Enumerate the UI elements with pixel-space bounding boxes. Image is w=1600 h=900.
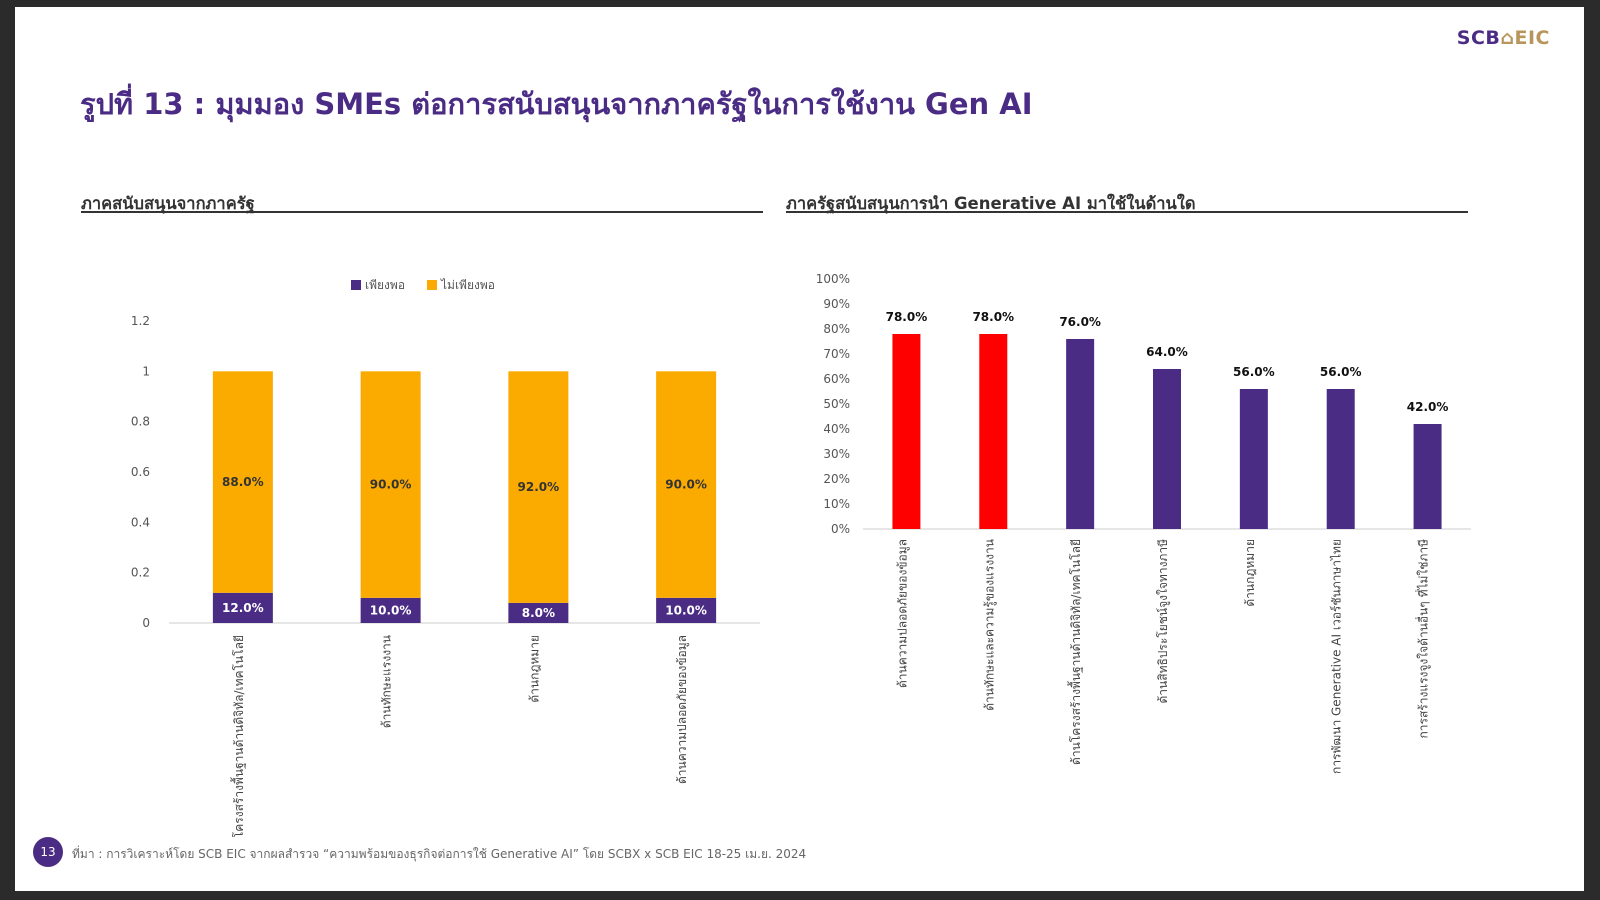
y-tick-label: 90% (823, 297, 850, 311)
y-tick-label: 0.2 (131, 566, 150, 580)
x-category-label: ด้านสิทธิประโยชน์จูงใจทางภาษี (1156, 539, 1171, 704)
bar (1413, 424, 1442, 529)
data-label: 12.0% (222, 601, 264, 615)
left-panel-title: ภาคสนับสนุนจากภาครัฐ (81, 194, 255, 213)
source-note: ที่มา : การวิเคราะห์โดย SCB EIC จากผลสำร… (72, 847, 807, 861)
y-tick-label: 0% (831, 522, 850, 536)
legend-swatch (427, 280, 437, 290)
x-category-label: การพัฒนา Generative AI เวอร์ชันภาษาไทย (1330, 539, 1344, 774)
y-tick-label: 0.8 (131, 415, 150, 429)
data-label: 78.0% (886, 310, 928, 324)
bar (892, 334, 921, 529)
bar-segment (212, 371, 273, 593)
legend-label: ไม่เพียงพอ (440, 278, 495, 292)
y-tick-label: 30% (823, 447, 850, 461)
data-label: 76.0% (1059, 315, 1101, 329)
x-category-label: การสร้างแรงจูงใจด้านอื่นๆ ที่ไม่ใช่ภาษี (1415, 539, 1432, 739)
bar (1326, 389, 1355, 529)
y-tick-label: 40% (823, 422, 850, 436)
data-label: 88.0% (222, 475, 264, 489)
x-category-label: ด้านโครงสร้างพื้นฐานด้านดิจิทัล/เทคโนโลย… (230, 635, 246, 837)
data-label: 64.0% (1146, 345, 1188, 359)
right-panel-divider (786, 211, 1468, 213)
logo-scb-text: SCB (1456, 27, 1501, 49)
bar (979, 334, 1008, 529)
data-label: 8.0% (522, 606, 555, 620)
y-tick-label: 1 (142, 364, 150, 378)
x-category-label: ด้านกฎหมาย (527, 635, 541, 703)
slide: SCB⌂EIC รูปที่ 13 : มุมมอง SMEs ต่อการสน… (15, 7, 1584, 891)
bar (1066, 339, 1095, 529)
logo-eic-text: EIC (1514, 27, 1550, 49)
data-label: 42.0% (1407, 400, 1449, 414)
bar-chart: 0% 10% 20% 30% 40% 50% 60% 70% 80% 90% 100% 78.0% ด้… (816, 272, 1471, 774)
x-category-label: ด้านความปลอดภัยของข้อมูล (675, 635, 690, 784)
legend-swatch (351, 280, 361, 290)
bar-segment (360, 371, 421, 598)
bar (1153, 369, 1181, 529)
y-tick-label: 0.4 (131, 515, 150, 529)
x-category-label: ด้านทักษะและความรู้ของแรงงาน (982, 539, 997, 711)
bar-segment (508, 602, 569, 623)
page-number-badge: 13 (33, 837, 63, 867)
left-panel-divider (81, 211, 763, 213)
bar-segment (212, 592, 273, 623)
data-label: 90.0% (665, 478, 707, 492)
y-tick-label: 80% (823, 322, 850, 336)
scb-eic-logo: SCB⌂EIC (1457, 27, 1550, 49)
x-category-label: ด้านโครงสร้างพื้นฐานด้านดิจิทัล/เทคโนโลย… (1067, 539, 1083, 765)
data-label: 92.0% (518, 480, 560, 494)
y-tick-label: 1.2 (131, 314, 150, 328)
y-tick-label: 60% (823, 372, 850, 386)
y-tick-label: 20% (823, 472, 850, 486)
y-tick-label: 100% (816, 272, 850, 286)
bar-segment (656, 371, 717, 598)
stacked-bar-chart: เพียงพอ ไม่เพียงพอ 0 0.2 0.4 0.6 0.8 1 1.2 12.0% 8… (131, 278, 760, 837)
right-panel-title: ภาครัฐสนับสนุนการนำ Generative AI มาใช้ใ… (786, 194, 1196, 213)
y-tick-label: 50% (823, 397, 850, 411)
logo-house-icon: ⌂ (1500, 27, 1515, 49)
y-tick-label: 70% (823, 347, 850, 361)
data-label: 56.0% (1233, 365, 1275, 379)
data-label: 90.0% (370, 478, 412, 492)
bar-segment (508, 371, 569, 603)
bar (1239, 389, 1268, 529)
x-category-label: ด้านทักษะแรงงาน (380, 635, 394, 728)
data-label: 78.0% (972, 310, 1014, 324)
bar-segment (656, 597, 717, 623)
legend-label: เพียงพอ (365, 278, 405, 292)
y-tick-label: 0 (142, 616, 150, 630)
data-label: 56.0% (1320, 365, 1362, 379)
page-title: รูปที่ 13 : มุมมอง SMEs ต่อการสนับสนุนจา… (80, 87, 1033, 121)
y-tick-label: 10% (823, 497, 850, 511)
y-tick-label: 0.6 (131, 465, 150, 479)
bar-segment (360, 597, 421, 623)
x-category-label: ด้านกฎหมาย (1243, 539, 1257, 607)
x-category-label: ด้านความปลอดภัยของข้อมูล (895, 539, 910, 688)
data-label: 10.0% (370, 603, 412, 617)
data-label: 10.0% (665, 603, 707, 617)
